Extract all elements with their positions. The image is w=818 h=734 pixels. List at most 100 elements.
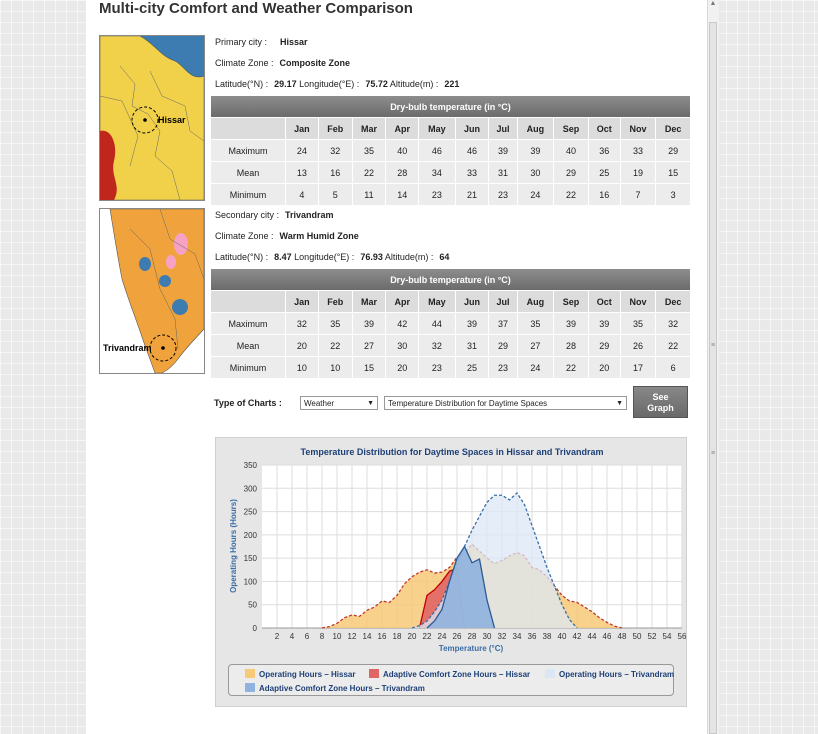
x-tick-label: 50 bbox=[633, 632, 642, 641]
table-cell: 22 bbox=[554, 184, 588, 205]
x-tick-label: 2 bbox=[275, 632, 280, 641]
table-row: Maximum 32 35 39 42 44 39 37 35 39 39 35… bbox=[211, 313, 690, 334]
month-header: Oct bbox=[588, 291, 620, 312]
see-graph-button[interactable]: See Graph bbox=[633, 386, 688, 418]
table-cell: 28 bbox=[554, 335, 588, 356]
secondary-lat-label: Latitude(°N) : bbox=[215, 252, 269, 262]
x-tick-label: 24 bbox=[438, 632, 447, 641]
month-header: Oct bbox=[588, 118, 620, 139]
type-of-charts-label: Type of Charts : bbox=[214, 398, 282, 408]
table-cell: 17 bbox=[620, 357, 656, 378]
table-row: Minimum 10 10 15 20 23 25 23 24 22 20 17… bbox=[211, 357, 690, 378]
scroll-up-arrow-icon[interactable]: ▲ bbox=[709, 0, 717, 7]
secondary-zone-value: Warm Humid Zone bbox=[279, 231, 359, 241]
legend-label: Operating Hours – Trivandram bbox=[559, 670, 675, 679]
table-cell: 34 bbox=[419, 162, 455, 183]
primary-lon-value: 75.72 bbox=[365, 79, 388, 89]
vertical-scrollbar[interactable]: ▲ ≡ ≡ bbox=[707, 0, 719, 734]
secondary-map-graphic bbox=[100, 209, 204, 373]
row-label: Mean bbox=[211, 335, 285, 356]
month-header: Nov bbox=[620, 291, 656, 312]
table-cell: 30 bbox=[386, 335, 419, 356]
row-label: Maximum bbox=[211, 313, 285, 334]
month-header: Nov bbox=[620, 118, 656, 139]
chevron-down-icon: ▼ bbox=[616, 400, 623, 407]
table-cell: 32 bbox=[286, 313, 318, 334]
x-tick-label: 8 bbox=[320, 632, 325, 641]
y-tick-label: 300 bbox=[244, 484, 258, 493]
primary-lon-label: Longitude(°E) : bbox=[299, 79, 360, 89]
table-cell: 13 bbox=[286, 162, 318, 183]
legend-item: Operating Hours – Hissar bbox=[245, 669, 355, 679]
month-header: Apr bbox=[386, 291, 419, 312]
table-cell: 23 bbox=[489, 357, 517, 378]
table-cell: 35 bbox=[318, 313, 352, 334]
legend-item: Operating Hours – Trivandram bbox=[545, 669, 674, 679]
secondary-lon-label: Longitude(°E) : bbox=[294, 252, 355, 262]
table-cell: 44 bbox=[419, 313, 455, 334]
chart-controls: Type of Charts : Weather ▼ Temperature D… bbox=[214, 386, 690, 422]
secondary-lon-value: 76.93 bbox=[360, 252, 383, 262]
x-axis-label: Temperature (°C) bbox=[439, 644, 504, 653]
y-tick-label: 50 bbox=[248, 601, 257, 610]
x-tick-label: 38 bbox=[543, 632, 552, 641]
primary-lat-label: Latitude(°N) : bbox=[215, 79, 269, 89]
x-tick-label: 46 bbox=[603, 632, 612, 641]
table-cell: 4 bbox=[286, 184, 318, 205]
row-label: Minimum bbox=[211, 184, 285, 205]
table-cell: 42 bbox=[386, 313, 419, 334]
legend-label: Adaptive Comfort Zone Hours – Hissar bbox=[383, 670, 531, 679]
scrollbar-thumb[interactable] bbox=[709, 22, 717, 734]
series-area bbox=[427, 546, 495, 628]
table-cell: 28 bbox=[386, 162, 419, 183]
primary-table-title: Dry-bulb temperature (in °C) bbox=[211, 96, 690, 117]
primary-coords-row: Latitude(°N) : 29.17 Longitude(°E) : 75.72… bbox=[215, 79, 459, 89]
legend-item: Adaptive Comfort Zone Hours – Trivandram bbox=[245, 683, 425, 693]
primary-alt-label: Altitude(m) : bbox=[389, 79, 439, 89]
y-tick-label: 250 bbox=[244, 508, 258, 517]
month-header: Dec bbox=[656, 118, 690, 139]
chart-name-value: Temperature Distribution for Daytime Spa… bbox=[388, 399, 548, 408]
table-cell: 15 bbox=[656, 162, 690, 183]
secondary-table-title: Dry-bulb temperature (in °C) bbox=[211, 269, 690, 290]
x-tick-label: 32 bbox=[498, 632, 507, 641]
table-cell: 35 bbox=[352, 140, 386, 161]
x-tick-label: 10 bbox=[333, 632, 342, 641]
y-tick-label: 150 bbox=[244, 554, 258, 563]
table-cell: 25 bbox=[588, 162, 620, 183]
table-cell: 30 bbox=[517, 162, 554, 183]
table-cell: 37 bbox=[489, 313, 517, 334]
table-cell: 39 bbox=[455, 313, 489, 334]
table-cell: 15 bbox=[352, 357, 386, 378]
primary-month-header-row: Jan Feb Mar Apr May Jun Jul Aug Sep Oct … bbox=[211, 118, 690, 139]
chart-legend: Operating Hours – Hissar Adaptive Comfor… bbox=[228, 664, 674, 696]
legend-item: Adaptive Comfort Zone Hours – Hissar bbox=[369, 669, 530, 679]
month-header: Jul bbox=[489, 291, 517, 312]
chart-type-select[interactable]: Weather ▼ bbox=[300, 396, 378, 410]
x-tick-label: 12 bbox=[348, 632, 357, 641]
month-header: Jun bbox=[455, 118, 489, 139]
legend-label: Adaptive Comfort Zone Hours – Trivandram bbox=[259, 684, 425, 693]
table-cell: 22 bbox=[554, 357, 588, 378]
primary-alt-value: 221 bbox=[444, 79, 460, 89]
month-header: May bbox=[419, 291, 455, 312]
table-cell: 25 bbox=[455, 357, 489, 378]
y-tick-label: 100 bbox=[244, 577, 258, 586]
table-cell: 20 bbox=[386, 357, 419, 378]
table-cell: 27 bbox=[352, 335, 386, 356]
table-cell: 23 bbox=[419, 184, 455, 205]
table-cell: 27 bbox=[517, 335, 554, 356]
chart-name-select[interactable]: Temperature Distribution for Daytime Spa… bbox=[384, 396, 627, 410]
y-tick-label: 200 bbox=[244, 531, 258, 540]
row-label: Minimum bbox=[211, 357, 285, 378]
temperature-distribution-chart: Temperature Distribution for Daytime Spa… bbox=[215, 437, 687, 707]
x-tick-label: 18 bbox=[393, 632, 402, 641]
table-cell: 39 bbox=[588, 313, 620, 334]
x-tick-label: 20 bbox=[408, 632, 417, 641]
secondary-zone-row: Climate Zone : Warm Humid Zone bbox=[215, 231, 359, 241]
secondary-city-map: Trivandram bbox=[99, 208, 205, 374]
table-cell: 32 bbox=[656, 313, 690, 334]
primary-zone-label: Climate Zone : bbox=[215, 58, 274, 68]
y-tick-label: 0 bbox=[253, 624, 258, 633]
table-cell: 3 bbox=[656, 184, 690, 205]
